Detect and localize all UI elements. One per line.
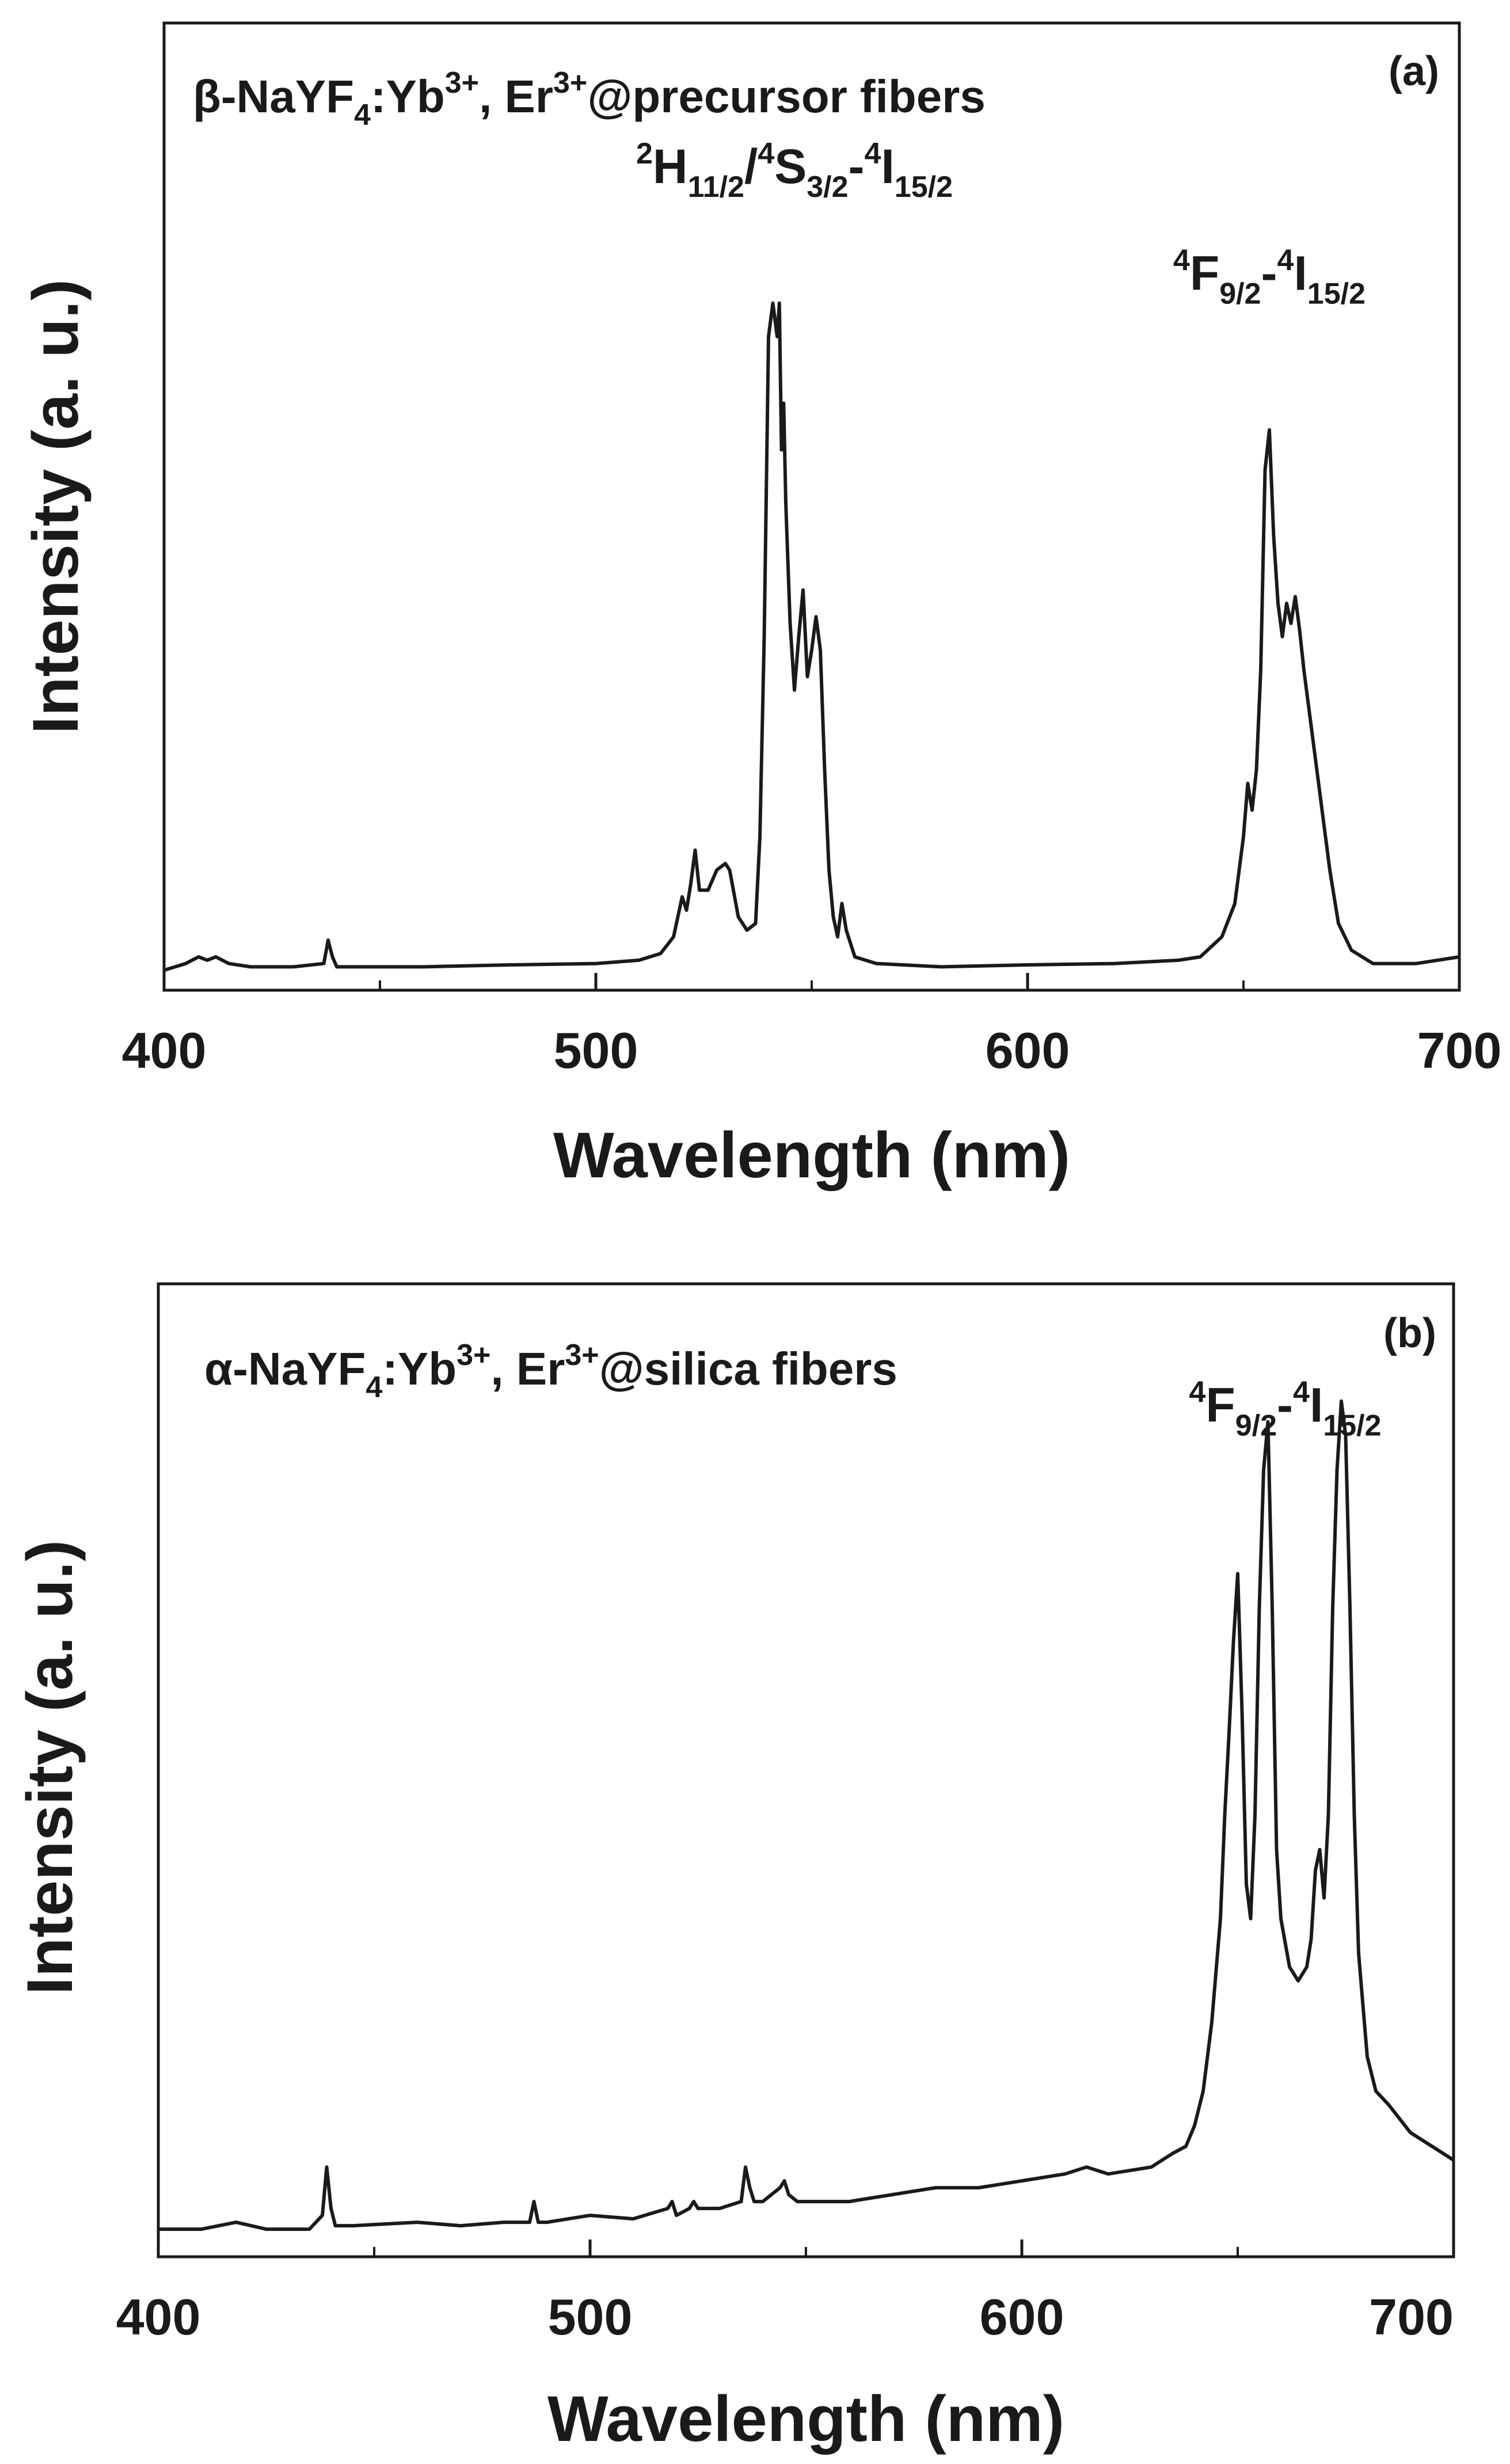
- transition-label-part: I: [1310, 1378, 1323, 1432]
- panel-b-sample-label: α-NaYF4:Yb3+, Er3+@silica fibers: [204, 1339, 897, 1404]
- transition-label-red: 4F9/2-4I15/2: [1173, 244, 1366, 310]
- sample-text: @silica fibers: [599, 1343, 897, 1394]
- panel-b-transition-labels: 4F9/2-4I15/2: [1189, 1376, 1382, 1443]
- sample-sup: 3+: [565, 1339, 599, 1372]
- transition-label-part: I: [1294, 246, 1307, 300]
- panel-a-x-tick-labels: 400 500 600 700: [122, 1022, 1502, 1079]
- sample-sup: 3+: [445, 66, 479, 100]
- panel-a-spectrum-line: [163, 301, 1460, 972]
- sample-sub: 4: [354, 98, 371, 132]
- transition-label-part: 9/2: [1235, 1409, 1277, 1443]
- panel-b-x-axis-title: Wavelength (nm): [547, 2383, 1064, 2455]
- panel-b-spectrum-line: [158, 1399, 1455, 2231]
- transition-label-part: 2: [636, 137, 653, 170]
- sample-text: :Yb: [371, 71, 445, 122]
- panel-b-chart: 400 500 600 700 Wavelength (nm) Intensit…: [14, 1282, 1455, 2455]
- x-tick-label-500: 500: [554, 1022, 638, 1079]
- x-tick-label-500: 500: [548, 2288, 633, 2345]
- sample-sub: 4: [366, 1371, 382, 1404]
- transition-label-part: F: [1205, 1378, 1235, 1432]
- panel-b-y-axis-title: Intensity (a. u.): [14, 1540, 86, 1995]
- sample-greek: β: [193, 71, 221, 122]
- panel-a-y-axis-title: Intensity (a. u.): [20, 279, 92, 734]
- transition-label-part: 4: [1189, 1376, 1206, 1409]
- panel-b-x-tick-labels: 400 500 600 700: [116, 2288, 1454, 2345]
- transition-label-part: 11/2: [688, 170, 744, 204]
- x-tick-label-700: 700: [1369, 2288, 1454, 2345]
- x-tick-label-600: 600: [986, 1022, 1070, 1079]
- transition-label-part: 4: [1277, 244, 1294, 277]
- transition-label-part: 3/2: [807, 170, 848, 204]
- transition-label-part: 4: [1173, 244, 1190, 277]
- transition-label-part: /: [744, 139, 758, 193]
- sample-sup: 3+: [553, 66, 587, 100]
- x-tick-label-400: 400: [122, 1022, 207, 1079]
- transition-label-part: -: [1277, 1378, 1293, 1432]
- sample-text: , Er: [490, 1343, 565, 1394]
- x-tick-label-400: 400: [116, 2288, 201, 2345]
- panel-a-x-ticks: [162, 973, 1461, 990]
- x-tick-label-700: 700: [1417, 1022, 1502, 1079]
- transition-label-part: 4: [865, 137, 881, 170]
- transition-label-red: 4F9/2-4I15/2: [1189, 1376, 1382, 1443]
- transition-label-green: 2H11/2/4S3/2-4I15/2: [636, 137, 953, 204]
- panel-b-x-ticks: [157, 2239, 1455, 2257]
- transition-label-part: 4: [1293, 1376, 1310, 1409]
- transition-label-part: 9/2: [1219, 277, 1261, 310]
- panel-a-letter: (a): [1389, 48, 1439, 94]
- sample-text: :Yb: [382, 1343, 457, 1394]
- sample-text: -NaYF: [221, 71, 354, 122]
- transition-label-part: H: [653, 139, 688, 193]
- transition-label-part: -: [1261, 246, 1277, 300]
- sample-sup: 3+: [457, 1339, 490, 1372]
- sample-greek: α: [204, 1343, 233, 1394]
- panel-a-chart: 400 500 600 700 Wavelength (nm) Intensit…: [20, 21, 1502, 1191]
- transition-label-part: 15/2: [895, 170, 953, 204]
- panel-a-sample-label: β-NaYF4:Yb3+, Er3+@precursor fibers: [193, 66, 986, 132]
- panel-a-x-axis-title: Wavelength (nm): [553, 1119, 1070, 1191]
- transition-label-part: -: [849, 139, 865, 193]
- x-tick-label-600: 600: [980, 2288, 1064, 2345]
- transition-label-part: 15/2: [1323, 1409, 1381, 1443]
- transition-label-part: 4: [758, 137, 774, 170]
- transition-label-part: S: [774, 139, 807, 193]
- sample-text: @precursor fibers: [587, 71, 986, 122]
- transition-label-part: F: [1190, 246, 1219, 300]
- transition-label-part: 15/2: [1307, 277, 1366, 310]
- sample-text: , Er: [479, 71, 553, 122]
- transition-label-part: I: [881, 139, 894, 193]
- sample-text: -NaYF: [233, 1343, 366, 1394]
- panel-b-letter: (b): [1383, 1310, 1436, 1356]
